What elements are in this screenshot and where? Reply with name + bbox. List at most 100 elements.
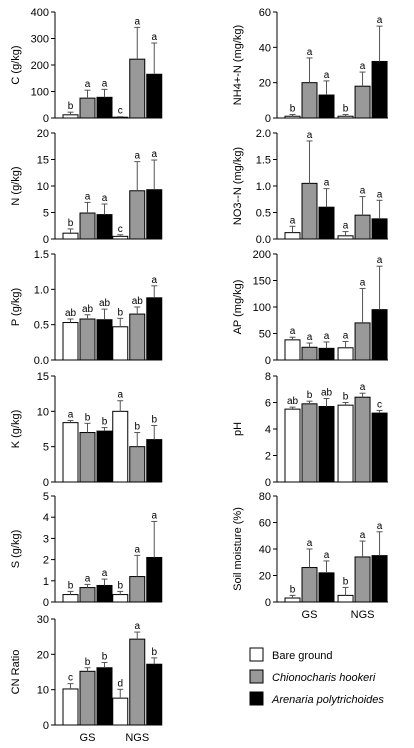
bar <box>112 410 129 483</box>
significance-letter: a <box>360 382 366 393</box>
y-tick-label: 20 <box>259 571 271 583</box>
bar <box>112 697 129 726</box>
y-axis-label: NH4+-N (mg/kg) <box>232 25 244 105</box>
significance-letter: b <box>290 103 296 114</box>
y-tick-label: 400 <box>31 7 49 19</box>
significance-letter: b <box>151 414 157 425</box>
significance-letter: b <box>117 307 123 318</box>
bar <box>96 214 113 240</box>
y-axis-label: AP (mg/kg) <box>232 280 244 335</box>
y-tick-label: 80 <box>259 491 271 503</box>
significance-letter: c <box>118 106 123 117</box>
y-tick-label: 200 <box>31 60 49 72</box>
significance-letter: b <box>68 218 74 229</box>
y-tick-label: 0 <box>43 477 49 489</box>
significance-letter: ab <box>82 304 94 315</box>
x-tick-label: GS <box>302 609 318 621</box>
legend-label: Chionocharis hookeri <box>272 672 376 684</box>
significance-letter: ab <box>287 396 299 407</box>
significance-letter: ab <box>65 308 77 319</box>
significance-letter: a <box>151 275 157 286</box>
bar <box>354 396 371 483</box>
significance-letter: a <box>85 191 91 202</box>
significance-letter: b <box>151 647 157 658</box>
y-tick-label: 20 <box>37 128 49 140</box>
significance-letter: a <box>307 47 313 58</box>
significance-letter: a <box>102 78 108 89</box>
y-tick-label: 2 <box>265 451 271 463</box>
y-axis-label: NO3--N (mg/kg) <box>232 147 244 225</box>
y-tick-label: 30 <box>37 614 49 626</box>
significance-letter: a <box>117 390 123 401</box>
y-tick-label: 60 <box>259 7 271 19</box>
bar <box>318 94 335 119</box>
significance-letter: d <box>117 678 123 689</box>
bar <box>129 638 146 726</box>
y-axis-label: pH <box>232 422 244 436</box>
significance-letter: a <box>307 332 313 343</box>
bar <box>146 189 163 240</box>
bar <box>62 594 79 603</box>
bar <box>301 346 318 361</box>
significance-letter: a <box>102 568 108 579</box>
bar <box>96 430 113 483</box>
significance-letter: a <box>324 178 330 189</box>
y-tick-label: 0 <box>43 720 49 732</box>
bar <box>371 555 388 603</box>
significance-letter: b <box>68 580 74 591</box>
bar <box>96 96 113 119</box>
significance-letter: a <box>68 410 74 421</box>
y-tick-label: 10 <box>37 685 49 697</box>
panel-nh4: 0 20 40 60 NH4+-N (mg/kg) b a a b a a <box>232 7 388 125</box>
bar <box>318 405 335 483</box>
bar <box>337 115 354 119</box>
significance-letter: a <box>134 621 140 632</box>
bar <box>79 212 96 240</box>
significance-letter: b <box>134 422 140 433</box>
legend: Bare ground Chionocharis hookeri Arenaria … <box>249 647 384 706</box>
bar <box>371 218 388 240</box>
bar <box>96 584 113 603</box>
significance-letter: c <box>68 673 73 684</box>
y-axis-label: C (g/kg) <box>10 45 22 84</box>
y-tick-label: 1.5 <box>256 155 271 167</box>
y-tick-label: 0 <box>265 113 271 125</box>
significance-letter: a <box>343 330 349 341</box>
legend-swatch <box>249 647 264 662</box>
y-tick-label: 0.5 <box>256 208 271 220</box>
bar <box>318 347 335 361</box>
y-tick-label: 1 <box>43 576 49 588</box>
y-axis-label: Soil moisture (%) <box>232 507 244 591</box>
y-tick-label: 200 <box>253 249 271 261</box>
bar <box>79 97 96 119</box>
bar <box>337 594 354 603</box>
bar <box>337 235 354 240</box>
legend-label: Bare ground <box>272 650 333 662</box>
bar <box>79 318 96 361</box>
significance-letter: a <box>85 79 91 90</box>
y-tick-label: 15 <box>37 371 49 383</box>
significance-letter: a <box>377 255 383 266</box>
bar <box>146 439 163 483</box>
y-tick-label: 8 <box>265 371 271 383</box>
significance-letter: b <box>102 417 108 428</box>
significance-letter: a <box>360 61 366 72</box>
bar <box>96 667 113 726</box>
y-tick-label: 100 <box>31 87 49 99</box>
y-tick-label: 4 <box>265 424 271 436</box>
y-axis-label: CN Ratio <box>10 650 22 695</box>
significance-letter: a <box>290 215 296 226</box>
significance-letter: a <box>343 221 349 232</box>
bar <box>129 190 146 240</box>
significance-letter: a <box>307 130 313 141</box>
legend-label: Arenaria polytrichoides <box>271 694 384 706</box>
y-tick-label: 3 <box>43 533 49 545</box>
bar <box>129 313 146 361</box>
y-tick-label: 20 <box>37 649 49 661</box>
bar <box>301 182 318 240</box>
y-tick-label: 5 <box>43 208 49 220</box>
y-tick-label: 100 <box>253 302 271 314</box>
